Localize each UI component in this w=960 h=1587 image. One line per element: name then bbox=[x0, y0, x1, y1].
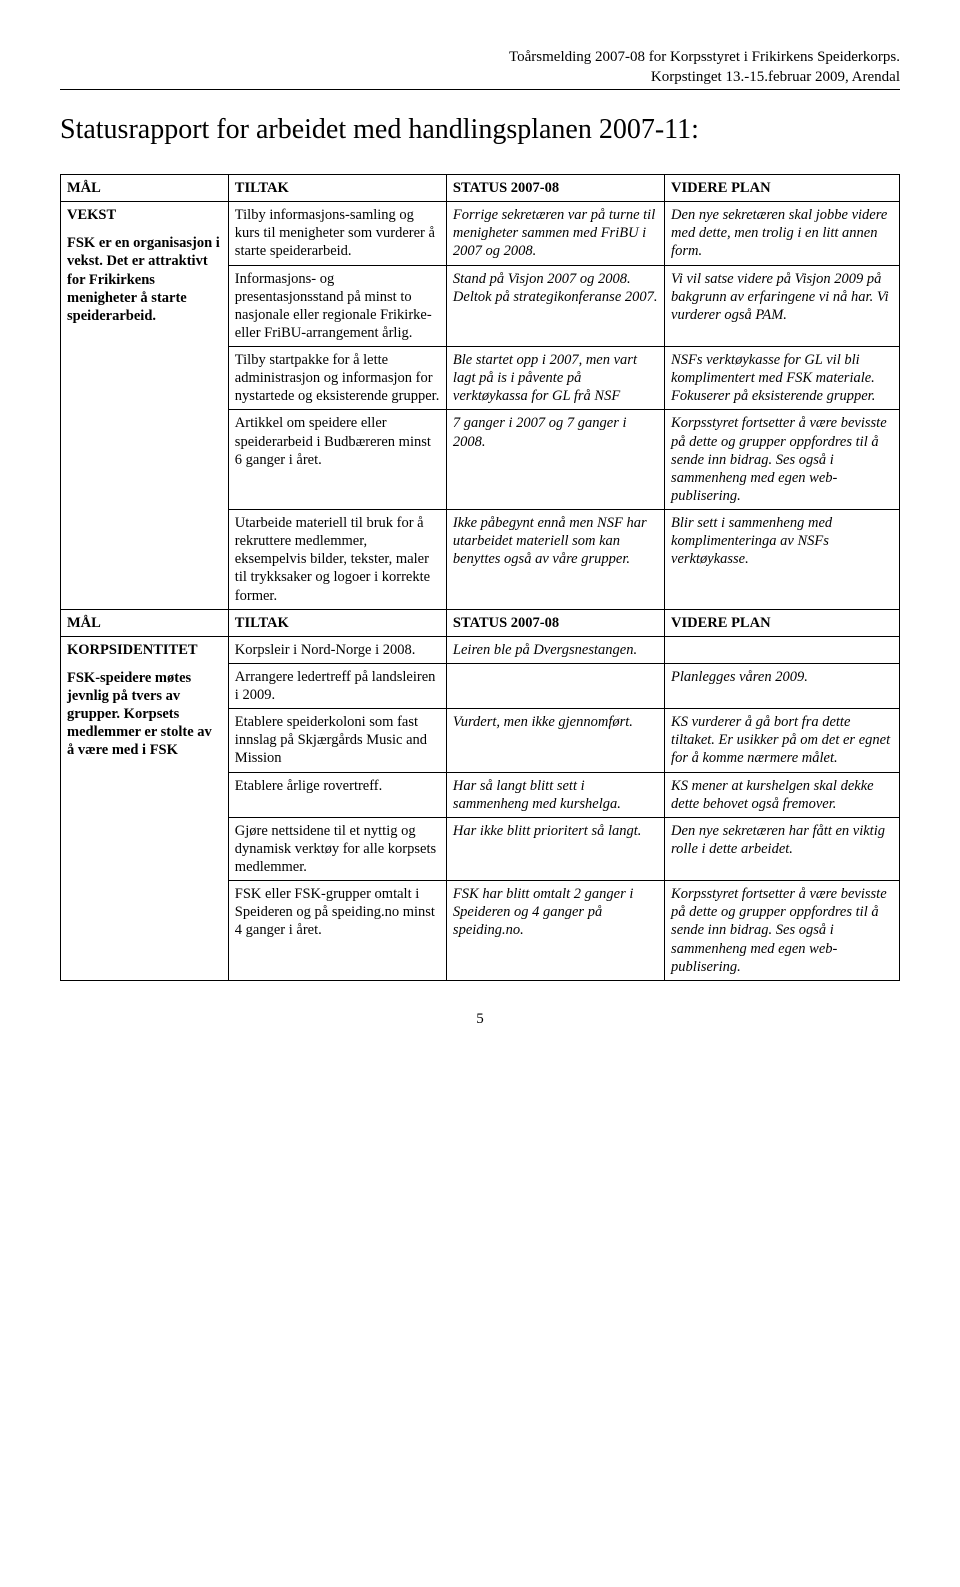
meta-line-1: Toårsmelding 2007-08 for Korpsstyret i F… bbox=[60, 48, 900, 68]
action-cell: Arrangere ledertreff på landsleiren i 20… bbox=[228, 663, 446, 708]
plan-cell: Den nye sekretæren skal jobbe videre med… bbox=[665, 202, 900, 265]
plan-cell: KS vurderer å gå bort fra dette tiltaket… bbox=[665, 709, 900, 772]
header-status: STATUS 2007-08 bbox=[446, 609, 664, 636]
status-table: MÅLTILTAKSTATUS 2007-08VIDERE PLANVEKSTF… bbox=[60, 174, 900, 981]
meta-line-2: Korpstinget 13.-15.februar 2009, Arendal bbox=[60, 68, 900, 88]
action-cell: Artikkel om speidere eller speiderarbeid… bbox=[228, 410, 446, 510]
action-cell: Gjøre nettsidene til et nyttig og dynami… bbox=[228, 817, 446, 880]
action-cell: Informasjons- og presentasjonsstand på m… bbox=[228, 265, 446, 347]
header-status: STATUS 2007-08 bbox=[446, 175, 664, 202]
plan-cell: Korpsstyret fortsetter å være bevisste p… bbox=[665, 881, 900, 981]
status-cell bbox=[446, 663, 664, 708]
page-number: 5 bbox=[60, 1011, 900, 1028]
plan-cell bbox=[665, 636, 900, 663]
status-cell: Ble startet opp i 2007, men vart lagt på… bbox=[446, 347, 664, 410]
action-cell: Tilby startpakke for å lette administras… bbox=[228, 347, 446, 410]
status-cell: 7 ganger i 2007 og 7 ganger i 2008. bbox=[446, 410, 664, 510]
status-cell: Forrige sekretæren var på turne til meni… bbox=[446, 202, 664, 265]
goal-cell: KORPSIDENTITET FSK-speidere møtes jevnlig… bbox=[61, 636, 229, 980]
plan-cell: Vi vil satse videre på Visjon 2009 på ba… bbox=[665, 265, 900, 347]
plan-cell: Planlegges våren 2009. bbox=[665, 663, 900, 708]
goal-description: FSK er en organisasjon i vekst. Det er a… bbox=[67, 234, 222, 325]
header-action: TILTAK bbox=[228, 175, 446, 202]
action-cell: Utarbeide materiell til bruk for å rekru… bbox=[228, 510, 446, 610]
plan-cell: KS mener at kurshelgen skal dekke dette … bbox=[665, 772, 900, 817]
action-cell: Etablere årlige rovertreff. bbox=[228, 772, 446, 817]
action-cell: Korpsleir i Nord-Norge i 2008. bbox=[228, 636, 446, 663]
status-cell: Vurdert, men ikke gjennomført. bbox=[446, 709, 664, 772]
header-plan: VIDERE PLAN bbox=[665, 175, 900, 202]
status-cell: Leiren ble på Dvergsnestangen. bbox=[446, 636, 664, 663]
action-cell: Etablere speiderkoloni som fast innslag … bbox=[228, 709, 446, 772]
status-cell: FSK har blitt omtalt 2 ganger i Speidere… bbox=[446, 881, 664, 981]
goal-title: VEKST bbox=[67, 206, 222, 224]
table-row: VEKSTFSK er en organisasjon i vekst. Det… bbox=[61, 202, 900, 265]
table-header-row: MÅLTILTAKSTATUS 2007-08VIDERE PLAN bbox=[61, 175, 900, 202]
action-cell: Tilby informasjons-samling og kurs til m… bbox=[228, 202, 446, 265]
status-cell: Stand på Visjon 2007 og 2008. Deltok på … bbox=[446, 265, 664, 347]
header-action: TILTAK bbox=[228, 609, 446, 636]
page-title: Statusrapport for arbeidet med handlings… bbox=[60, 114, 900, 146]
goal-title: KORPSIDENTITET bbox=[67, 641, 222, 659]
plan-cell: NSFs verktøykasse for GL vil bli komplim… bbox=[665, 347, 900, 410]
plan-cell: Den nye sekretæren har fått en viktig ro… bbox=[665, 817, 900, 880]
table-row: KORPSIDENTITETFSK-speidere møtes jevnlig… bbox=[61, 636, 900, 663]
table-header-row: MÅLTILTAKSTATUS 2007-08VIDERE PLAN bbox=[61, 609, 900, 636]
header-goal: MÅL bbox=[61, 175, 229, 202]
status-cell: Har ikke blitt prioritert så langt. bbox=[446, 817, 664, 880]
header-plan: VIDERE PLAN bbox=[665, 609, 900, 636]
status-cell: Ikke påbegynt ennå men NSF har utarbeide… bbox=[446, 510, 664, 610]
plan-cell: Korpsstyret fortsetter å være bevisste p… bbox=[665, 410, 900, 510]
goal-description: FSK-speidere møtes jevnlig på tvers av g… bbox=[67, 669, 222, 760]
goal-cell: VEKST FSK er en organisasjon i vekst. Det… bbox=[61, 202, 229, 610]
document-header: Toårsmelding 2007-08 for Korpsstyret i F… bbox=[60, 48, 900, 90]
header-goal: MÅL bbox=[61, 609, 229, 636]
status-cell: Har så langt blitt sett i sammenheng med… bbox=[446, 772, 664, 817]
action-cell: FSK eller FSK-grupper omtalt i Speideren… bbox=[228, 881, 446, 981]
plan-cell: Blir sett i sammenheng med komplimenteri… bbox=[665, 510, 900, 610]
